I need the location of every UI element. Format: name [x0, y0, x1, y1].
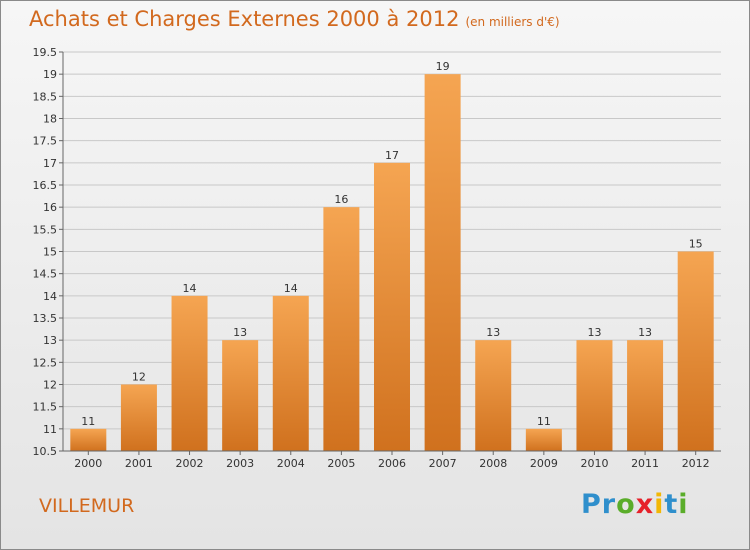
bar [120, 384, 157, 451]
bar [424, 74, 461, 452]
y-tick-label: 14 [43, 290, 57, 303]
y-tick-label: 15.5 [33, 223, 58, 236]
proxiti-logo: Proxiti [581, 489, 689, 520]
y-tick-label: 13.5 [33, 312, 58, 325]
y-tick-label: 17 [43, 157, 57, 170]
bar [677, 251, 714, 451]
y-tick-label: 12 [43, 379, 57, 392]
data-label: 13 [638, 326, 652, 339]
x-tick-label: 2002 [176, 457, 204, 470]
x-tick-label: 2004 [277, 457, 305, 470]
x-tick-label: 2001 [125, 457, 153, 470]
y-tick-label: 13 [43, 334, 57, 347]
x-tick-label: 2010 [580, 457, 608, 470]
data-label: 13 [587, 326, 601, 339]
y-tick-label: 16.5 [33, 179, 58, 192]
bar [374, 162, 410, 452]
data-label: 19 [436, 60, 450, 73]
data-label: 11 [537, 415, 551, 428]
x-tick-label: 2012 [682, 457, 710, 470]
data-label: 17 [385, 149, 399, 162]
y-tick-label: 19 [43, 68, 57, 81]
data-label: 12 [132, 371, 146, 384]
y-tick-label: 18.5 [33, 90, 58, 103]
bar [627, 340, 664, 451]
x-tick-label: 2003 [226, 457, 254, 470]
chart-title: Achats et Charges Externes 2000 à 2012 (e… [29, 7, 560, 31]
y-tick-label: 18 [43, 113, 57, 126]
x-tick-label: 2011 [631, 457, 659, 470]
y-tick-label: 14.5 [33, 268, 58, 281]
y-tick-label: 11.5 [33, 401, 58, 414]
chart-subtitle: (en milliers d'€) [465, 15, 560, 29]
chart-title-text: Achats et Charges Externes 2000 à 2012 [29, 7, 460, 31]
y-tick-label: 15 [43, 246, 57, 259]
data-label: 16 [334, 193, 348, 206]
bar [323, 207, 360, 451]
x-tick-label: 2005 [327, 457, 355, 470]
bar [272, 295, 309, 451]
y-tick-label: 10.5 [33, 445, 58, 458]
bar [70, 428, 107, 451]
bar [525, 428, 562, 451]
x-tick-label: 2007 [429, 457, 457, 470]
data-label: 14 [183, 282, 197, 295]
bar [171, 295, 208, 451]
x-tick-label: 2008 [479, 457, 507, 470]
data-label: 15 [689, 238, 703, 251]
y-tick-label: 17.5 [33, 135, 58, 148]
data-label: 13 [233, 326, 247, 339]
bar [475, 340, 512, 451]
x-tick-label: 2009 [530, 457, 558, 470]
x-tick-label: 2000 [74, 457, 102, 470]
data-label: 11 [81, 415, 95, 428]
y-tick-label: 11 [43, 423, 57, 436]
y-tick-label: 12.5 [33, 356, 58, 369]
y-tick-label: 19.5 [33, 46, 58, 59]
bar [576, 340, 613, 451]
location-label: VILLEMUR [39, 495, 135, 517]
data-label: 13 [486, 326, 500, 339]
bar [222, 340, 259, 451]
data-label: 14 [284, 282, 298, 295]
x-tick-label: 2006 [378, 457, 406, 470]
y-tick-label: 16 [43, 201, 57, 214]
